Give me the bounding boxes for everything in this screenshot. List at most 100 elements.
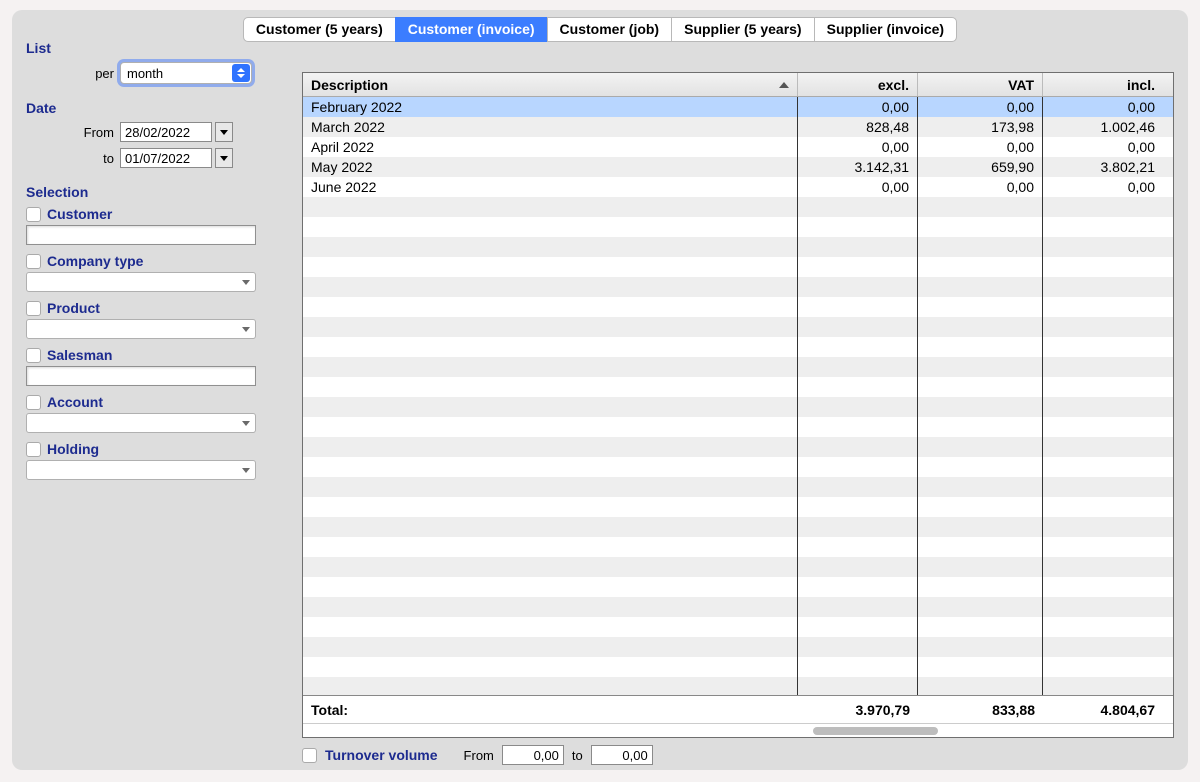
filter-checkbox[interactable] (26, 254, 41, 269)
table-row-empty (303, 617, 1173, 637)
turnover-to-input[interactable] (591, 745, 653, 765)
cell-excl: 0,00 (798, 177, 918, 197)
bottom-bar: Turnover volume From to (302, 745, 653, 765)
stepper-icon (232, 64, 250, 82)
table-row[interactable]: March 2022828,48173,981.002,46 (303, 117, 1173, 137)
turnover-from-label: From (464, 748, 494, 763)
list-section-label: List (26, 40, 288, 56)
table-row-empty (303, 637, 1173, 657)
filter-combo[interactable] (26, 413, 256, 433)
cell-description: April 2022 (303, 137, 798, 157)
filter-checkbox[interactable] (26, 442, 41, 457)
cell-vat: 0,00 (918, 137, 1043, 157)
cell-incl: 3.802,21 (1043, 157, 1163, 177)
filter-combo[interactable] (26, 319, 256, 339)
horizontal-scrollbar[interactable] (303, 723, 1173, 737)
filter-holding: Holding (26, 441, 288, 480)
filter-company-type: Company type (26, 253, 288, 292)
filter-checkbox[interactable] (26, 395, 41, 410)
sort-ascending-icon (779, 82, 789, 88)
filter-label: Salesman (47, 347, 112, 363)
cell-vat: 0,00 (918, 97, 1043, 117)
filter-label: Customer (47, 206, 112, 222)
total-vat: 833,88 (918, 702, 1043, 718)
table-row-empty (303, 597, 1173, 617)
table-row-empty (303, 517, 1173, 537)
filter-input[interactable] (26, 225, 256, 245)
tab-customer-job-[interactable]: Customer (job) (547, 17, 673, 42)
table-row-empty (303, 457, 1173, 477)
table-row-empty (303, 577, 1173, 597)
cell-incl: 0,00 (1043, 97, 1163, 117)
table-header: Description excl. VAT incl. (303, 73, 1173, 97)
from-date-input[interactable] (120, 122, 212, 142)
table-row[interactable]: April 20220,000,000,00 (303, 137, 1173, 157)
table-row-empty (303, 477, 1173, 497)
col-excl[interactable]: excl. (798, 73, 918, 96)
table-footer: Total: 3.970,79 833,88 4.804,67 (303, 695, 1173, 723)
from-label: From (26, 125, 120, 140)
filter-label: Holding (47, 441, 99, 457)
table-row[interactable]: June 20220,000,000,00 (303, 177, 1173, 197)
to-date-picker-button[interactable] (215, 148, 233, 168)
tab-customer-5-years-[interactable]: Customer (5 years) (243, 17, 396, 42)
filter-combo[interactable] (26, 460, 256, 480)
filter-product: Product (26, 300, 288, 339)
filter-input[interactable] (26, 366, 256, 386)
cell-vat: 173,98 (918, 117, 1043, 137)
total-excl: 3.970,79 (798, 702, 918, 718)
table-row-empty (303, 417, 1173, 437)
filter-label: Account (47, 394, 103, 410)
col-incl[interactable]: incl. (1043, 73, 1163, 96)
filter-combo[interactable] (26, 272, 256, 292)
table-row-empty (303, 197, 1173, 217)
filter-account: Account (26, 394, 288, 433)
turnover-to-label: to (572, 748, 583, 763)
table-row-empty (303, 677, 1173, 695)
cell-incl: 0,00 (1043, 177, 1163, 197)
scrollbar-thumb[interactable] (813, 727, 938, 735)
filter-checkbox[interactable] (26, 207, 41, 222)
app-panel: Customer (5 years)Customer (invoice)Cust… (12, 10, 1188, 770)
per-select[interactable]: month (120, 62, 252, 84)
tab-customer-invoice-[interactable]: Customer (invoice) (395, 17, 548, 42)
table-row-empty (303, 257, 1173, 277)
table-row-empty (303, 317, 1173, 337)
tab-strip: Customer (5 years)Customer (invoice)Cust… (12, 17, 1188, 42)
turnover-checkbox[interactable] (302, 748, 317, 763)
filter-checkbox[interactable] (26, 301, 41, 316)
filter-customer: Customer (26, 206, 288, 245)
total-incl: 4.804,67 (1043, 702, 1163, 718)
table-row-empty (303, 377, 1173, 397)
tab-supplier-5-years-[interactable]: Supplier (5 years) (671, 17, 815, 42)
filter-label: Company type (47, 253, 143, 269)
cell-excl: 3.142,31 (798, 157, 918, 177)
per-label: per (26, 66, 120, 81)
table-row-empty (303, 497, 1173, 517)
table-body[interactable]: February 20220,000,000,00March 2022828,4… (303, 97, 1173, 695)
table-row[interactable]: May 20223.142,31659,903.802,21 (303, 157, 1173, 177)
to-date-input[interactable] (120, 148, 212, 168)
total-label: Total: (303, 702, 798, 718)
filter-checkbox[interactable] (26, 348, 41, 363)
col-incl-label: incl. (1127, 77, 1155, 93)
col-vat-label: VAT (1008, 77, 1034, 93)
col-description[interactable]: Description (303, 73, 798, 96)
table-row-empty (303, 657, 1173, 677)
col-vat[interactable]: VAT (918, 73, 1043, 96)
col-description-label: Description (311, 77, 388, 93)
date-section-label: Date (26, 100, 288, 116)
to-label: to (26, 151, 120, 166)
cell-description: March 2022 (303, 117, 798, 137)
cell-description: June 2022 (303, 177, 798, 197)
from-date-picker-button[interactable] (215, 122, 233, 142)
tab-supplier-invoice-[interactable]: Supplier (invoice) (814, 17, 957, 42)
selection-section-label: Selection (26, 184, 288, 200)
turnover-from-input[interactable] (502, 745, 564, 765)
table-row-empty (303, 557, 1173, 577)
table-row-empty (303, 397, 1173, 417)
table-row-empty (303, 437, 1173, 457)
table-row[interactable]: February 20220,000,000,00 (303, 97, 1173, 117)
turnover-label: Turnover volume (325, 747, 438, 763)
cell-excl: 828,48 (798, 117, 918, 137)
